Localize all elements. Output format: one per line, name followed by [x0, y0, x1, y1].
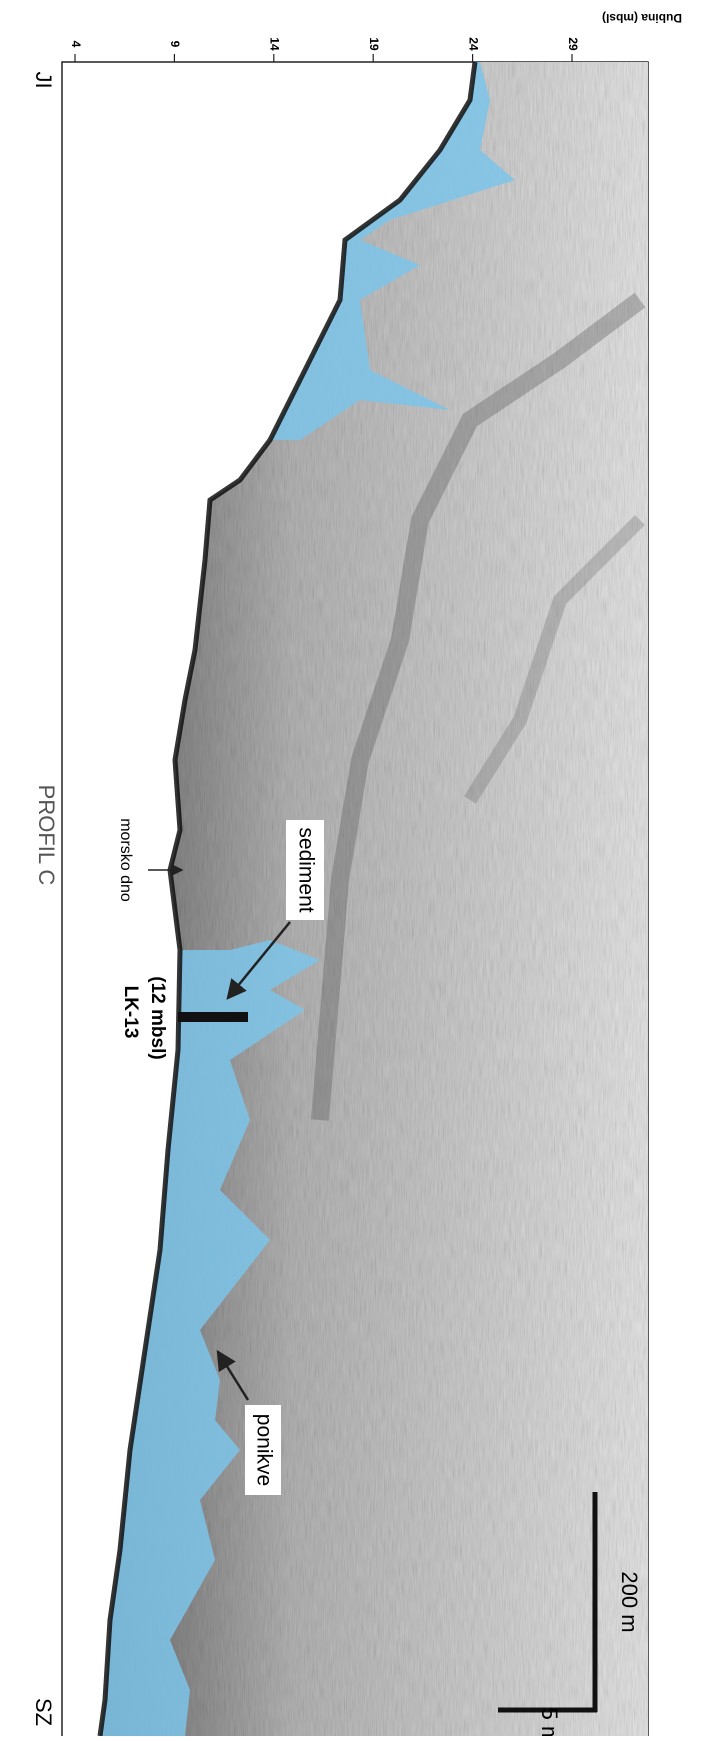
sediment-fill — [100, 940, 320, 1736]
tick-label: 4 — [69, 41, 83, 48]
scale-label: 5 m — [537, 1708, 562, 1736]
arrow — [216, 1349, 250, 1401]
scale-label: 200 m — [617, 1571, 642, 1632]
tick-label: 29 — [566, 37, 580, 51]
direction-label: JI — [31, 71, 56, 88]
annotation: LK-13 — [120, 986, 141, 1039]
seafloor — [97, 61, 478, 1737]
arrow — [226, 921, 291, 1000]
reflector — [464, 515, 645, 804]
annotation: sediment — [294, 827, 317, 912]
tick-label: 24 — [466, 37, 480, 51]
axis-label: Dubina (mbsl) — [602, 11, 682, 25]
label-box — [286, 820, 324, 920]
tick-label: 19 — [367, 37, 381, 51]
seismic-reflection — [100, 62, 648, 1736]
depth-axis: 4 9 14 19 24 29 — [69, 37, 580, 62]
direction-label: SZ — [31, 1698, 56, 1726]
sediment-fill — [270, 62, 515, 440]
tick-label: 14 — [268, 37, 282, 51]
profile-title: PROFIL C — [34, 785, 59, 886]
annotation: morsko dno — [117, 818, 134, 902]
core-marker — [178, 1012, 248, 1022]
reflector — [311, 292, 646, 1121]
annotation: ponikve — [252, 1414, 275, 1486]
label-box — [245, 1405, 281, 1495]
tick-label: 9 — [168, 41, 182, 48]
annotation: (12 mbsl) — [147, 976, 168, 1059]
